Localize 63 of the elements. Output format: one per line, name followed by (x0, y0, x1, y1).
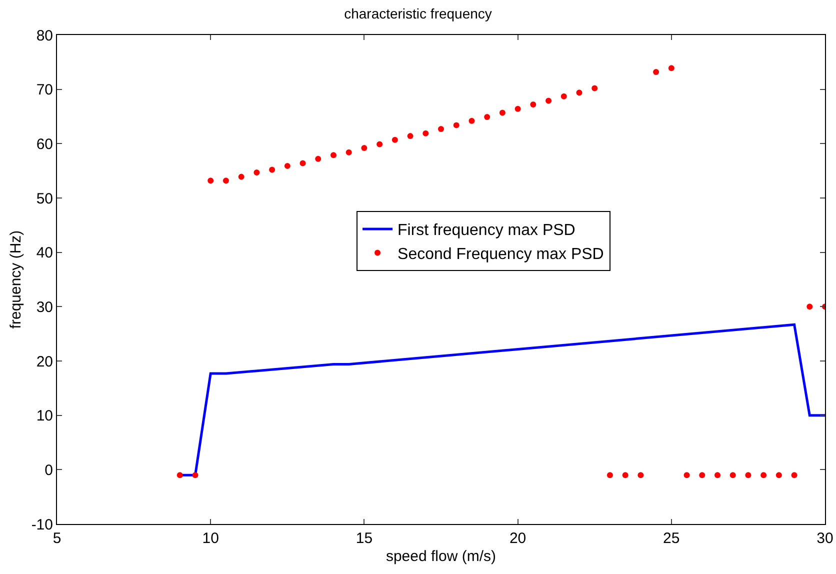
point (791, 472, 798, 478)
point (222, 178, 229, 184)
x-tick-label: 20 (509, 530, 526, 547)
x-tick-label: 15 (356, 530, 373, 547)
point (361, 145, 368, 152)
point (376, 141, 383, 148)
point (346, 149, 352, 156)
point (315, 156, 322, 162)
point (254, 169, 260, 176)
point (269, 166, 276, 173)
point (514, 106, 521, 112)
point (546, 98, 552, 104)
point (438, 126, 444, 132)
point (284, 162, 290, 169)
point (699, 472, 706, 478)
y-tick-label: 10 (36, 408, 53, 425)
point (592, 85, 598, 92)
point (238, 174, 244, 180)
point (530, 102, 536, 108)
point (422, 130, 429, 136)
point (638, 472, 644, 478)
point (622, 472, 628, 478)
y-tick-label: 40 (36, 244, 53, 262)
y-tick-label: 30 (36, 298, 53, 316)
x-axis-title: speed flow (m/s) (386, 548, 496, 565)
point (668, 65, 674, 72)
y-tick-label: 0 (44, 462, 53, 479)
point (606, 472, 613, 478)
point (300, 160, 306, 166)
x-tick-label: 5 (52, 530, 62, 547)
y-tick-label: 60 (36, 136, 53, 153)
y-tick-label: 20 (36, 353, 53, 370)
y-tick-label: 80 (36, 27, 53, 44)
y-tick-label: 50 (36, 190, 53, 208)
point (806, 304, 813, 310)
point (330, 152, 336, 158)
legend-label: Second Frequency max PSD (398, 246, 604, 263)
point (468, 118, 475, 124)
point (484, 114, 490, 120)
x-tick-label: 30 (816, 530, 834, 547)
point (745, 472, 752, 478)
point (576, 90, 582, 96)
point (392, 136, 398, 143)
point (730, 472, 736, 478)
point (760, 472, 767, 478)
point (208, 178, 214, 184)
point (684, 472, 690, 478)
point (192, 472, 198, 478)
point (653, 68, 660, 75)
point (407, 133, 414, 140)
x-tick-label: 25 (663, 530, 680, 547)
y-axis-title: frequency (Hz) (8, 230, 25, 329)
point (560, 93, 567, 100)
y-tick-label: 70 (36, 82, 53, 99)
point (714, 472, 720, 478)
point (176, 472, 183, 478)
legend-label: First frequency max PSD (398, 222, 576, 240)
y-tick-label: -10 (31, 516, 53, 534)
point (453, 122, 460, 128)
point (776, 472, 782, 478)
chart-title: characteristic frequency (344, 5, 492, 22)
point (499, 110, 506, 116)
x-tick-label: 10 (202, 530, 219, 547)
